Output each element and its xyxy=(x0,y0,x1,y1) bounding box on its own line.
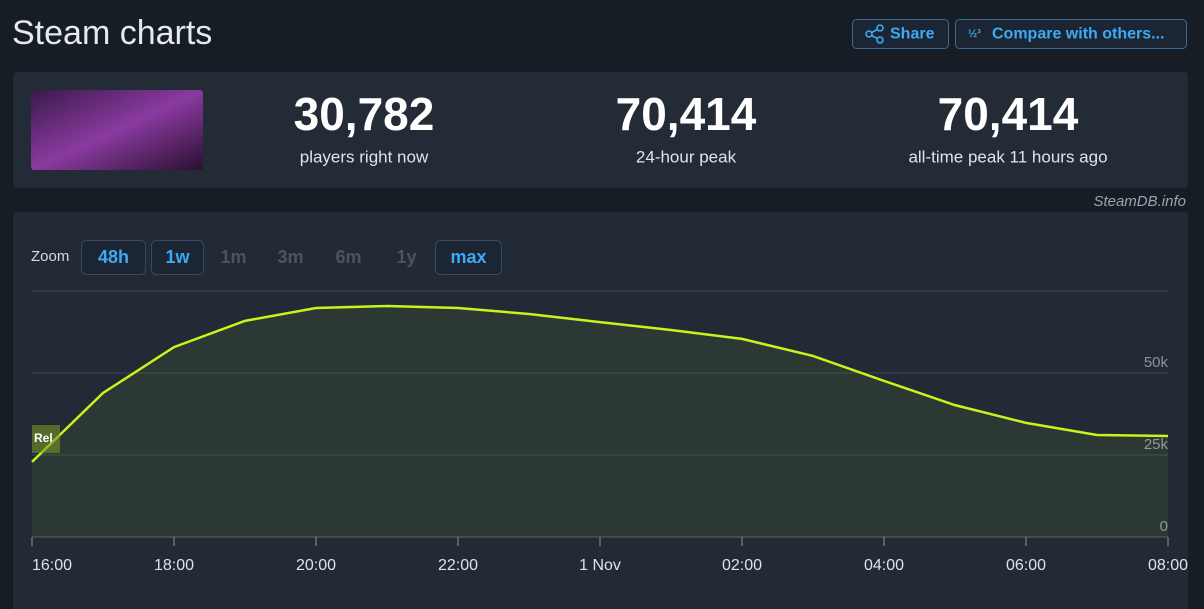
y-tick-label: 25k xyxy=(1144,436,1169,453)
zoom-option[interactable]: 48h xyxy=(98,247,129,267)
area xyxy=(32,306,1168,537)
zoom-option: 1y xyxy=(396,247,416,267)
annotation: Rel xyxy=(34,431,53,445)
x-tick-label: 06:00 xyxy=(1006,557,1046,574)
share-label: Share xyxy=(890,26,935,43)
chart-panel xyxy=(13,212,1188,609)
x-tick-label: 18:00 xyxy=(154,557,194,574)
zoom-button[interactable] xyxy=(435,240,502,275)
x-tick-label: 02:00 xyxy=(722,557,762,574)
stat-value: 70,414 xyxy=(938,88,1079,140)
series-line xyxy=(31,304,1169,463)
zoom-option[interactable]: 1w xyxy=(165,247,190,267)
zoom-option: 1m xyxy=(220,247,246,267)
x-tick-label: 22:00 xyxy=(438,557,478,574)
stats-panel xyxy=(13,72,1188,188)
page-title: Steam charts xyxy=(12,14,212,52)
stat-label: 24-hour peak xyxy=(636,147,737,166)
y-tick-label: 0 xyxy=(1160,518,1168,535)
zoom-label: Zoom xyxy=(31,248,69,265)
share-icon xyxy=(865,24,884,44)
x-tick-label: 16:00 xyxy=(32,557,72,574)
stat-label: all-time peak 11 hours ago xyxy=(908,147,1107,166)
stat-value: 30,782 xyxy=(294,88,435,140)
annotation-box xyxy=(32,425,60,453)
zoom-option: 6m xyxy=(335,247,361,267)
zoom-button[interactable] xyxy=(151,240,204,275)
x-tick-label: 20:00 xyxy=(296,557,336,574)
compare-icon: ½³ xyxy=(968,28,981,40)
game-image xyxy=(31,90,203,170)
x-tick-label: 04:00 xyxy=(864,557,904,574)
zoom-option: 3m xyxy=(277,247,303,267)
x-tick-label: 1 Nov xyxy=(579,557,621,574)
stat-value: 70,414 xyxy=(616,88,757,140)
credit: SteamDB.info xyxy=(1093,193,1186,210)
compare-label: Compare with others... xyxy=(992,26,1164,43)
x-tick-label: 08:00 xyxy=(1148,557,1188,574)
compare-button[interactable] xyxy=(955,19,1187,49)
y-tick-label: 50k xyxy=(1144,354,1169,371)
zoom-option[interactable]: max xyxy=(450,247,486,267)
stat-label: players right now xyxy=(300,147,429,166)
zoom-button[interactable] xyxy=(81,240,146,275)
